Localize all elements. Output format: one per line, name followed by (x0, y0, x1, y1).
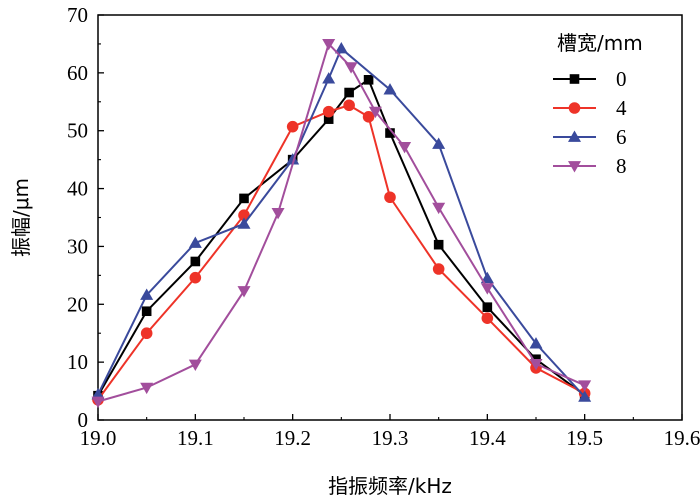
y-tick-label: 70 (67, 3, 88, 27)
legend-label: 8 (616, 154, 627, 178)
legend-marker (568, 102, 581, 114)
series-4 (92, 99, 591, 406)
data-point (432, 202, 446, 215)
data-point (344, 87, 354, 98)
data-point (190, 256, 201, 267)
x-tick-label: 19.1 (177, 426, 214, 450)
data-point (529, 337, 543, 349)
legend-label: 4 (616, 96, 627, 120)
data-point (140, 288, 154, 300)
data-point (189, 271, 202, 284)
data-point (344, 62, 358, 74)
legend-item: 6 (553, 125, 627, 149)
plot-border (97, 14, 683, 421)
legend-item: 8 (553, 154, 627, 178)
data-point (140, 327, 153, 340)
series-6 (91, 42, 592, 402)
x-axis-title: 指振频率/kHz (328, 474, 452, 498)
data-point (286, 120, 299, 133)
data-point (343, 99, 355, 112)
data-point (433, 239, 444, 250)
y-tick-label: 50 (67, 119, 88, 143)
legend-label: 6 (616, 125, 627, 149)
x-tick-label: 19.5 (566, 426, 603, 450)
data-point (91, 396, 105, 408)
data-point (432, 263, 445, 275)
legend-item: 4 (553, 96, 627, 120)
series-8 (91, 39, 592, 408)
data-point (362, 111, 375, 123)
data-point (481, 312, 494, 324)
data-point (383, 83, 397, 95)
data-point (286, 153, 300, 165)
x-tick-label: 19.6 (664, 426, 700, 450)
y-tick-label: 60 (67, 61, 88, 85)
data-point (237, 217, 251, 229)
x-axis: 19.0 19.1 19.2 19.3 19.4 19.5 19.6 (80, 414, 700, 450)
series-line (97, 78, 586, 397)
data-point (91, 388, 105, 400)
legend-label: 0 (616, 67, 627, 91)
data-point (188, 236, 202, 248)
data-point (141, 306, 152, 317)
data-point (239, 193, 249, 204)
data-point (480, 271, 494, 284)
legend-marker (569, 74, 580, 84)
data-point (529, 359, 543, 371)
series-line (97, 46, 586, 398)
data-point (578, 390, 592, 402)
data-point (188, 359, 202, 371)
data-point (237, 286, 251, 298)
series-line (97, 104, 586, 401)
data-point (323, 114, 334, 124)
y-tick-label: 10 (67, 350, 88, 374)
y-tick-label: 20 (67, 292, 88, 316)
data-point (480, 283, 494, 295)
y-axis: 0 10 20 30 40 50 60 70 (67, 3, 104, 432)
legend: 槽宽/mm 0 4 6 8 (553, 31, 643, 178)
data-point (363, 75, 374, 85)
data-point (578, 380, 592, 392)
legend-marker (568, 161, 581, 173)
series-line (97, 42, 586, 403)
data-point (271, 207, 285, 220)
legend-item: 0 (553, 67, 627, 91)
data-point (385, 128, 395, 138)
legend-marker (568, 130, 581, 142)
x-tick-label: 19.2 (274, 426, 311, 450)
y-axis-title: 振幅/μm (9, 178, 33, 257)
data-point (432, 137, 446, 149)
data-point (398, 142, 412, 154)
series-layer (91, 39, 592, 408)
data-point (482, 302, 493, 312)
data-point (238, 209, 250, 221)
data-point (140, 382, 154, 395)
y-tick-label: 40 (67, 177, 88, 201)
data-point (322, 105, 335, 118)
x-tick-label: 19.0 (80, 426, 117, 450)
x-tick-label: 19.4 (469, 426, 506, 450)
data-point (322, 39, 336, 51)
y-tick-label: 30 (67, 234, 88, 258)
legend-title: 槽宽/mm (557, 31, 643, 55)
data-point (322, 72, 336, 84)
x-tick-label: 19.3 (372, 426, 409, 450)
y-tick-label: 0 (78, 408, 89, 432)
data-point (384, 191, 396, 204)
series-0 (93, 75, 590, 401)
plot-frame (97, 14, 683, 421)
data-point (334, 42, 348, 54)
data-point (368, 106, 382, 119)
